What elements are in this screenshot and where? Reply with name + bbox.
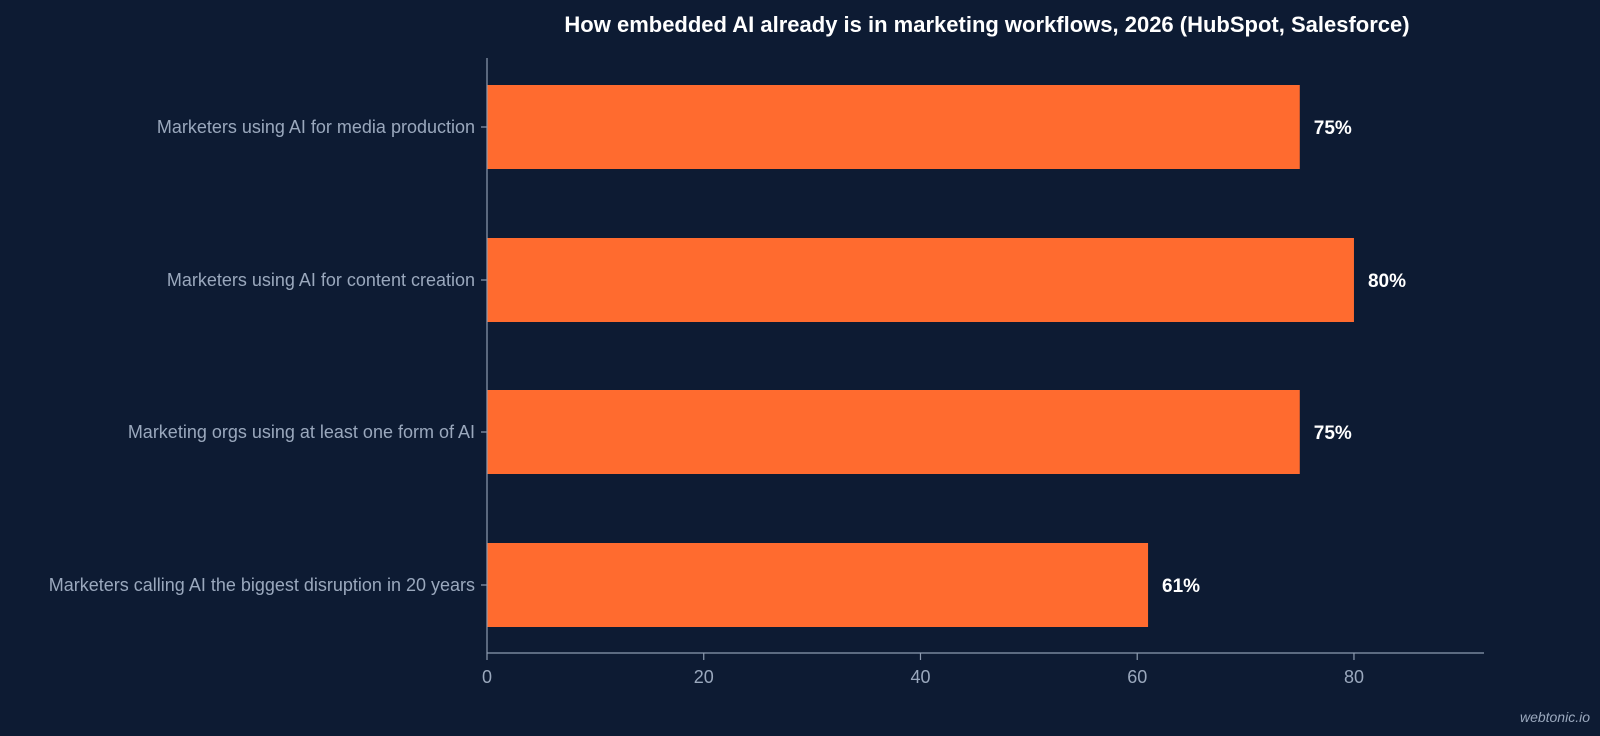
axes-layer	[486, 58, 1484, 654]
bar-3	[487, 390, 1300, 474]
labels-layer: Marketers using AI for media production 7…	[49, 117, 1406, 687]
ticks-layer	[481, 126, 1355, 660]
category-label-1: Marketers using AI for media production	[157, 117, 475, 137]
data-label-2: 80%	[1368, 271, 1406, 292]
bar-2	[487, 238, 1354, 322]
bars-layer	[487, 85, 1354, 627]
x-tick-label-0: 0	[482, 667, 492, 687]
category-label-4: Marketers calling AI the biggest disrupt…	[49, 575, 475, 595]
x-tick-label-40: 40	[910, 667, 930, 687]
data-label-1: 75%	[1314, 118, 1352, 139]
x-tick-label-60: 60	[1127, 667, 1147, 687]
bar-1	[487, 85, 1300, 169]
x-tick-label-20: 20	[694, 667, 714, 687]
x-tick-label-80: 80	[1344, 667, 1364, 687]
bar-4	[487, 543, 1149, 627]
watermark-text: webtonic.io	[1520, 709, 1590, 725]
category-label-3: Marketing orgs using at least one form o…	[128, 422, 475, 442]
chart-title: How embedded AI already is in marketing …	[564, 12, 1409, 37]
category-label-2: Marketers using AI for content creation	[167, 270, 475, 290]
data-label-4: 61%	[1162, 576, 1200, 597]
data-label-3: 75%	[1314, 423, 1352, 444]
